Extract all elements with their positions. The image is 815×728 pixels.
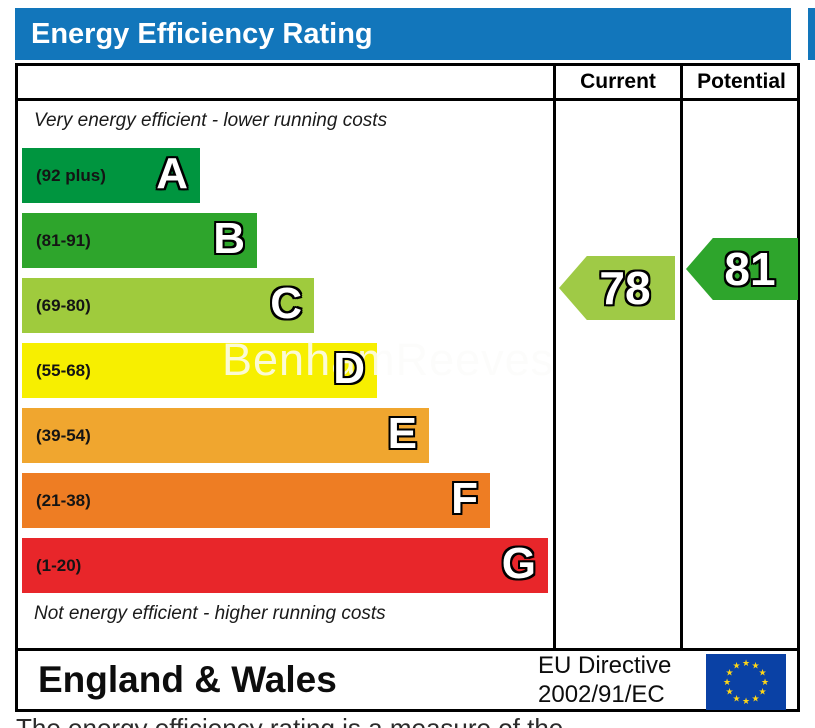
band-f: (21-38) F xyxy=(22,473,490,528)
svg-text:★: ★ xyxy=(742,697,750,707)
band-e-letter: E xyxy=(387,408,417,458)
svg-text:★: ★ xyxy=(758,669,766,679)
svg-text:★: ★ xyxy=(751,695,759,705)
band-c-range: (69-80) xyxy=(36,295,91,315)
current-column-divider xyxy=(553,63,556,651)
potential-column-header: Potential xyxy=(697,70,786,93)
band-a: (92 plus) A xyxy=(22,148,200,203)
band-e: (39-54) E xyxy=(22,408,429,463)
chart-title: Energy Efficiency Rating xyxy=(31,18,373,50)
current-column-header: Current xyxy=(580,70,656,93)
band-a-letter: A xyxy=(156,148,188,198)
svg-text:★: ★ xyxy=(732,662,740,672)
potential-rating-value: 81 xyxy=(724,243,776,295)
eu-directive-line2: 2002/91/EC xyxy=(538,681,665,708)
header-row-divider xyxy=(15,98,800,101)
band-b-range: (81-91) xyxy=(36,230,91,250)
band-b-letter: B xyxy=(213,213,245,263)
svg-text:★: ★ xyxy=(725,688,733,698)
band-f-range: (21-38) xyxy=(36,490,91,510)
svg-text:★: ★ xyxy=(742,659,750,669)
band-g-letter: G xyxy=(501,538,536,588)
clipped-description-text: The energy efficiency rating is a measur… xyxy=(16,713,564,728)
potential-column-divider xyxy=(680,63,683,651)
band-c-letter: C xyxy=(270,278,302,328)
eu-directive-line1: EU Directive xyxy=(538,652,672,679)
adjacent-chart-fragment xyxy=(808,8,815,60)
footer-row-divider xyxy=(15,648,800,651)
svg-text:★: ★ xyxy=(732,695,740,705)
agency-watermark: BenhamReeves xyxy=(222,334,555,385)
band-d: (55-68) D xyxy=(22,343,377,398)
chart-title-bar: Energy Efficiency Rating xyxy=(15,8,791,60)
band-g: (1-20) G xyxy=(22,538,548,593)
eu-directive-label: EU Directive 2002/91/EC xyxy=(538,651,702,709)
rating-table-border xyxy=(15,63,800,712)
current-rating-value: 78 xyxy=(599,262,651,314)
svg-text:★: ★ xyxy=(761,678,769,688)
band-f-letter: F xyxy=(451,473,478,523)
band-a-range: (92 plus) xyxy=(36,165,106,185)
top-scale-note: Very energy efficient - lower running co… xyxy=(34,110,388,131)
footer-region-label: England & Wales xyxy=(38,659,337,700)
current-rating-arrow: 78 xyxy=(559,256,675,320)
svg-text:★: ★ xyxy=(751,662,759,672)
bottom-scale-note: Not energy efficient - higher running co… xyxy=(34,603,386,624)
band-e-range: (39-54) xyxy=(36,425,91,445)
svg-text:★: ★ xyxy=(723,678,731,688)
band-d-range: (55-68) xyxy=(36,360,91,380)
band-d-letter: D xyxy=(333,343,365,393)
band-c: (69-80) C xyxy=(22,278,314,333)
eu-flag-icon: ★ ★ ★ ★ ★ ★ ★ ★ ★ ★ ★ ★ xyxy=(706,654,786,710)
svg-text:★: ★ xyxy=(725,669,733,679)
band-g-range: (1-20) xyxy=(36,555,82,575)
band-b: (81-91) B xyxy=(22,213,257,268)
potential-rating-arrow: 81 xyxy=(686,238,798,300)
svg-text:★: ★ xyxy=(758,688,766,698)
